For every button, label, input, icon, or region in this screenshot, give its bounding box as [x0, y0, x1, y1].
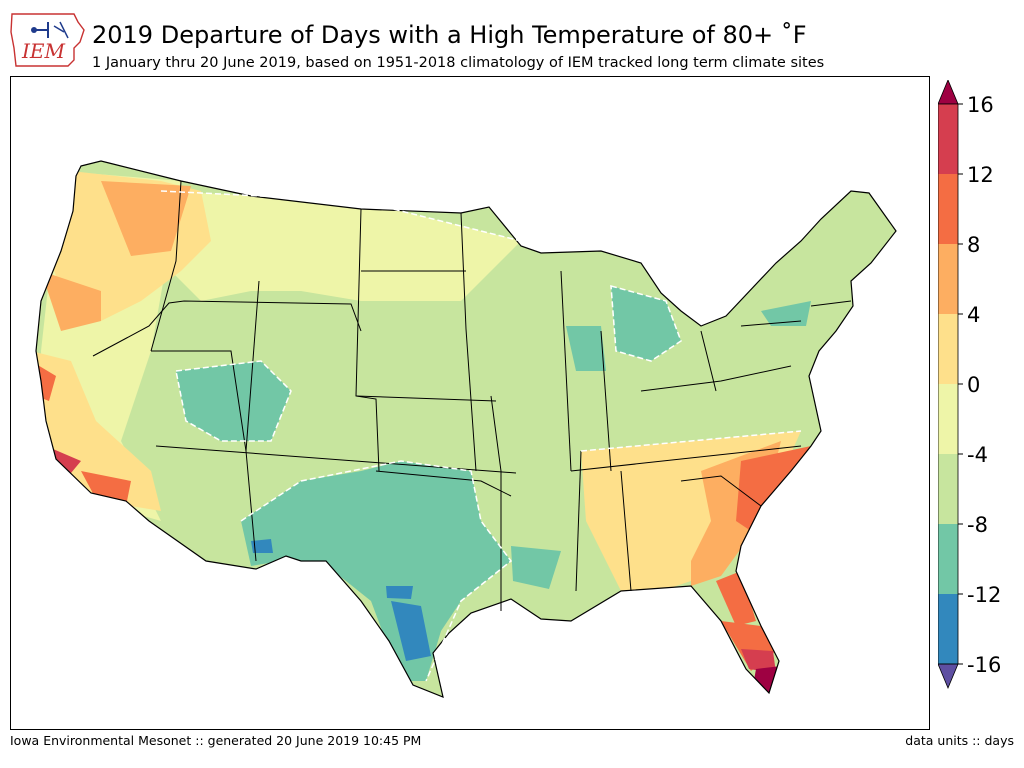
logo-text: IEM: [21, 39, 66, 63]
contour-north-florida-8-12: [716, 571, 756, 626]
footer-credit: Iowa Environmental Mesonet :: generated …: [10, 733, 422, 748]
colorbar-tick-label: 0: [967, 373, 980, 397]
colorbar-under-arrow: [938, 663, 959, 690]
us-outline: [35, 160, 897, 698]
contour-fills: [36, 161, 896, 697]
contour-lines: [160, 190, 802, 682]
colorbar-tick-label: 8: [967, 233, 980, 257]
colorbar-tick-label: -4: [967, 443, 988, 467]
colorbar-bin-minus12-minus8: [938, 524, 958, 594]
colorbar-bin-minus4-0: [938, 384, 958, 454]
colorbar-tick-marks: [958, 103, 963, 665]
colorbar-tick-label: 12: [967, 163, 994, 187]
contour-illinois-minus12-minus8: [566, 326, 606, 371]
contour-south-texas-minus16-minus12: [391, 601, 431, 661]
contour-michigan-minus12-minus8: [611, 286, 681, 361]
colorbar-tick-label: -16: [967, 653, 1001, 677]
contour-az-pocket-minus16-minus12: [251, 539, 273, 553]
colorbar-tick-label: 16: [967, 93, 994, 117]
contour-louisiana-minus12-minus8: [511, 546, 561, 589]
colorbar-bin-4-8: [938, 244, 958, 314]
contour-inland-empire-8-12: [81, 471, 131, 506]
contour-texas-minus12-minus8: [241, 461, 511, 681]
colorbar-over-arrow: [938, 80, 959, 105]
us-departure-map: [35, 160, 897, 698]
colorbar-tick-label: 4: [967, 303, 980, 327]
iem-logo: IEM: [10, 13, 85, 67]
colorbar-bin-minus16-minus12: [938, 594, 958, 664]
iowa-outline-icon: [10, 13, 85, 67]
contour-new-england-minus12-minus8: [761, 301, 811, 326]
colorbar-bin-minus8-minus4: [938, 454, 958, 524]
state-boundaries: [92, 180, 852, 611]
map-title: 2019 Departure of Days with a High Tempe…: [92, 21, 807, 49]
colorbar-bin-12-16: [938, 104, 958, 174]
colorbar-bins: [938, 104, 958, 664]
contour-utah-colorado-minus12-minus8: [176, 361, 291, 441]
contour-oregon-4-8: [101, 181, 191, 256]
contour-texas-pocket-minus16-minus12: [386, 586, 413, 599]
contour-north-plains-light: [161, 191, 521, 301]
map-panel: [10, 76, 930, 730]
contour-socal-0-4: [36, 351, 161, 511]
colorbar-legend: 16 12 8 4 0 -4 -8 -12 -16: [938, 80, 1001, 690]
contour-south-florida-12-16: [741, 649, 776, 673]
contour-nw-california-4-8: [41, 271, 101, 331]
colorbar-bin-0-4: [938, 314, 958, 384]
contour-carolinas-8-12: [736, 446, 811, 531]
colorbar-tick-label: -8: [967, 513, 988, 537]
colorbar-tick-label: -12: [967, 583, 1001, 607]
colorbar-bin-8-12: [938, 174, 958, 244]
map-subtitle: 1 January thru 20 June 2019, based on 19…: [92, 55, 825, 71]
footer-units: data units :: days: [905, 733, 1014, 748]
